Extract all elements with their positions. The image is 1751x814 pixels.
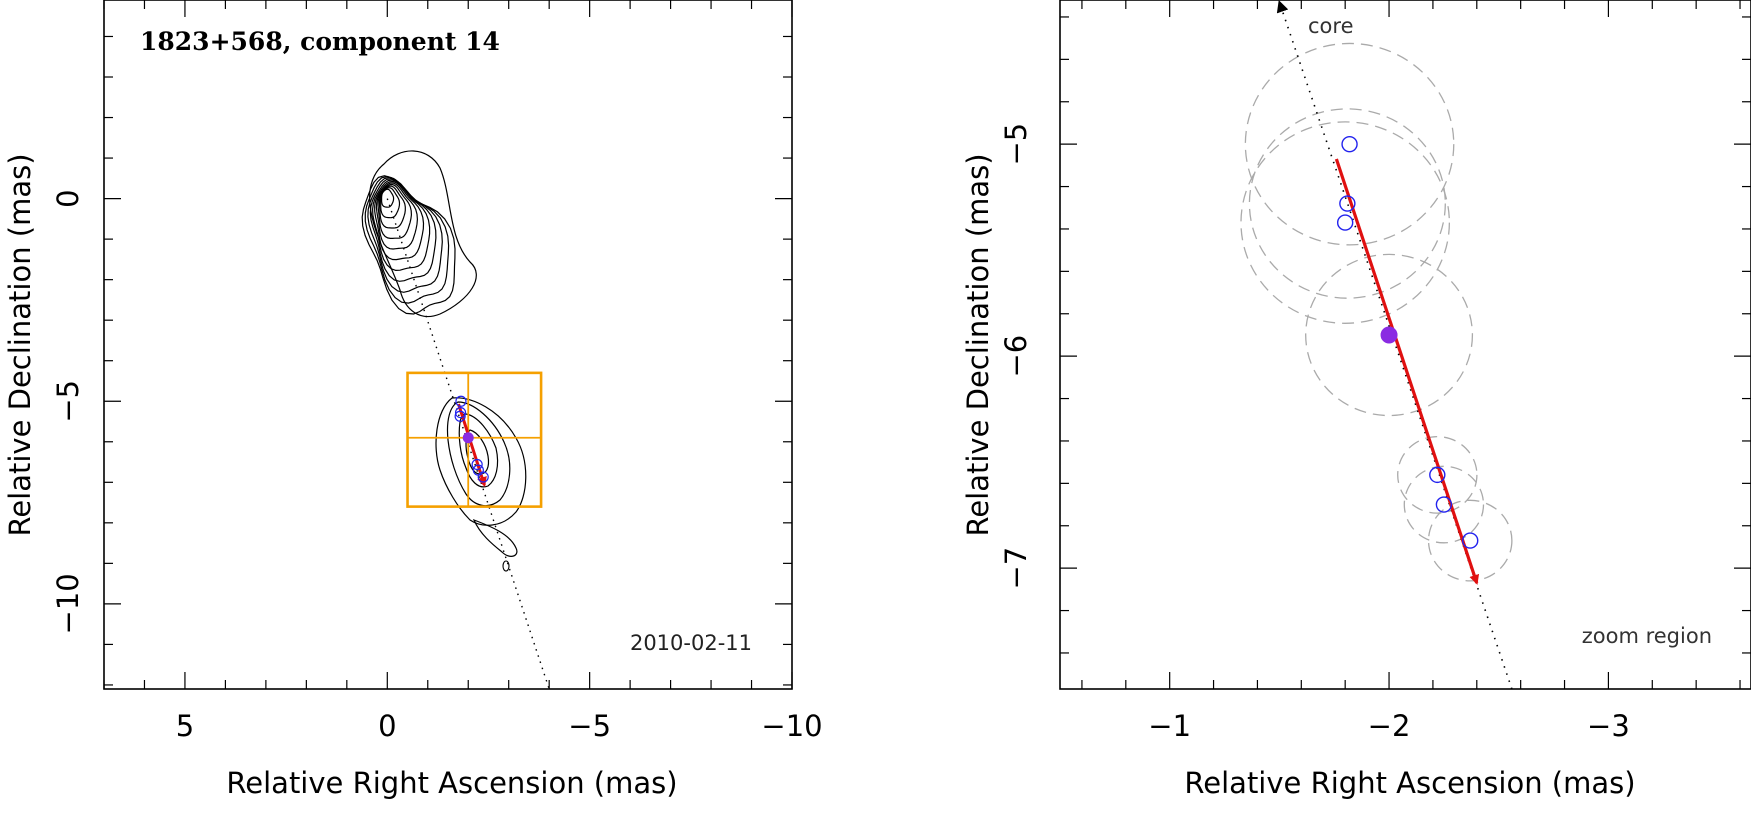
right-panel: core zoom region −1 −2 −3 −5 −6 −7 Relative R… — [961, 0, 1751, 800]
left-x-tick-label: 5 — [176, 709, 194, 743]
tail-blob-contour — [502, 560, 510, 572]
right-x-axis-label: Relative Right Ascension (mas) — [1184, 766, 1635, 800]
right-y-axis-label: Relative Declination (mas) — [961, 153, 995, 536]
right-x-tick-label: −1 — [1148, 709, 1191, 743]
left-x-tick-label: −5 — [568, 709, 611, 743]
left-x-tick-label: −10 — [761, 709, 822, 743]
core-direction-axis — [1276, 0, 1513, 690]
left-y-tick-label: −5 — [51, 380, 85, 423]
left-axis-ticks — [103, 0, 793, 689]
zoom-region-label: zoom region — [1582, 624, 1712, 648]
right-axis-ticks — [1060, 0, 1751, 689]
mean-position-marker — [462, 432, 474, 444]
component-size-circle — [1244, 42, 1455, 246]
component-position-marker — [1429, 466, 1446, 484]
left-x-tick-label: 0 — [378, 709, 396, 743]
zoom-box — [406, 371, 543, 508]
component-size-circle — [1403, 465, 1485, 544]
left-y-tick-label: −10 — [51, 573, 85, 634]
right-tick-labels: −1 −2 −3 −5 −6 −7 — [999, 123, 1630, 743]
core-contour — [361, 175, 456, 315]
component-size-circle — [1248, 108, 1446, 299]
zoom-box-frame — [406, 371, 543, 508]
component-position-marker — [1435, 496, 1453, 513]
mean-position-marker — [1380, 326, 1398, 344]
component-position-marker — [455, 395, 467, 407]
left-components — [454, 395, 489, 488]
core-contour — [378, 185, 406, 229]
component-position-marker — [1462, 532, 1479, 549]
core-contour — [377, 184, 413, 239]
component-size-circle — [1427, 499, 1513, 582]
component-size-circle — [1240, 121, 1451, 324]
left-plot-title: 1823+568, component 14 — [140, 27, 500, 56]
core-contour — [380, 187, 401, 219]
component-position-marker — [454, 410, 466, 422]
core-direction-label: core — [1308, 14, 1354, 38]
right-components — [1334, 135, 1480, 585]
right-y-tick-label: −6 — [999, 335, 1033, 378]
contour-map — [361, 150, 527, 572]
component-size-circles — [1240, 42, 1513, 582]
component-contour — [435, 397, 527, 526]
tail-contour — [472, 518, 518, 557]
right-y-tick-label: −7 — [999, 547, 1033, 590]
component-position-marker — [454, 406, 467, 419]
right-plot-frame — [1059, 0, 1751, 690]
right-x-tick-label: −3 — [1587, 709, 1630, 743]
left-panel: 1823+568, component 14 2010-02-11 5 0 −5 −1… — [3, 0, 823, 800]
core-contour — [375, 182, 419, 250]
jet-axis-line — [386, 198, 550, 690]
core-contour — [374, 180, 425, 261]
left-y-tick-label: 0 — [51, 189, 85, 207]
component-size-circle — [1397, 435, 1478, 514]
proper-motion-vector — [1334, 158, 1480, 585]
right-jet-axis — [1276, 0, 1513, 690]
component-position-marker — [471, 458, 483, 471]
right-x-tick-label: −2 — [1368, 709, 1411, 743]
left-y-axis-label: Relative Declination (mas) — [3, 153, 37, 536]
epoch-date-label: 2010-02-11 — [630, 631, 752, 655]
right-y-tick-label: −5 — [999, 123, 1033, 166]
component-position-marker — [1341, 135, 1358, 153]
mean-size-circle — [1305, 253, 1474, 417]
component-position-marker — [1336, 214, 1354, 231]
core-contour — [381, 188, 395, 208]
component-position-marker — [1339, 195, 1356, 212]
component-position-marker — [477, 471, 489, 483]
left-jet-axis — [386, 198, 550, 690]
core-plume-contour — [369, 150, 477, 318]
left-x-axis-label: Relative Right Ascension (mas) — [226, 766, 677, 800]
left-tick-labels: 5 0 −5 −10 0 −5 −10 — [51, 189, 823, 743]
left-plot-frame — [103, 0, 793, 690]
